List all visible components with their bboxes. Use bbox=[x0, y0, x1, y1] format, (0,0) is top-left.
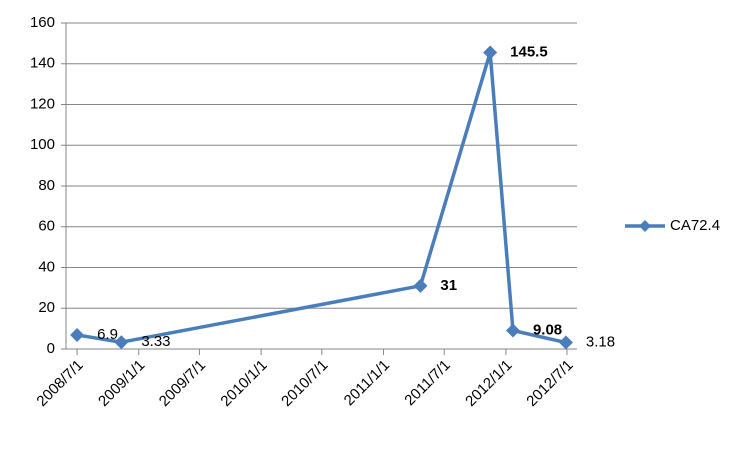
y-tick-label: 40 bbox=[38, 258, 55, 275]
marker bbox=[483, 45, 498, 60]
marker bbox=[505, 323, 520, 338]
series-line bbox=[76, 50, 567, 345]
data-label: 145.5 bbox=[510, 44, 548, 61]
x-tick-label: 2012/1/1 bbox=[462, 357, 515, 410]
x-tick-label: 2009/7/1 bbox=[156, 357, 209, 410]
marker bbox=[413, 278, 428, 293]
data-label: 3.18 bbox=[586, 333, 615, 350]
legend-marker bbox=[639, 220, 651, 232]
x-tick-label: 2010/7/1 bbox=[278, 357, 331, 410]
marker bbox=[558, 335, 573, 350]
y-tick-label: 80 bbox=[38, 177, 55, 194]
x-tick-label: 2010/1/1 bbox=[217, 357, 270, 410]
x-tick-label: 2009/1/1 bbox=[95, 357, 148, 410]
y-tick-label: 20 bbox=[38, 299, 55, 316]
y-tick-label: 160 bbox=[30, 14, 55, 31]
marker bbox=[70, 327, 85, 342]
data-label: 3.33 bbox=[141, 333, 170, 350]
x-tick-label: 2011/7/1 bbox=[401, 357, 454, 410]
y-tick-label: 120 bbox=[30, 95, 55, 112]
data-label: 31 bbox=[440, 277, 457, 294]
data-label: 6.9 bbox=[97, 326, 118, 343]
y-tick-label: 0 bbox=[47, 340, 55, 357]
x-tick-label: 2008/7/1 bbox=[33, 357, 86, 410]
x-tick-label: 2012/7/1 bbox=[523, 357, 576, 410]
y-tick-label: 140 bbox=[30, 55, 55, 72]
legend-label: CA72.4 bbox=[670, 217, 720, 234]
y-tick-label: 100 bbox=[30, 136, 55, 153]
x-tick-label: 2011/1/1 bbox=[341, 357, 394, 410]
marker bbox=[114, 335, 129, 350]
y-tick-label: 60 bbox=[38, 218, 55, 235]
data-label: 9.08 bbox=[533, 321, 562, 338]
